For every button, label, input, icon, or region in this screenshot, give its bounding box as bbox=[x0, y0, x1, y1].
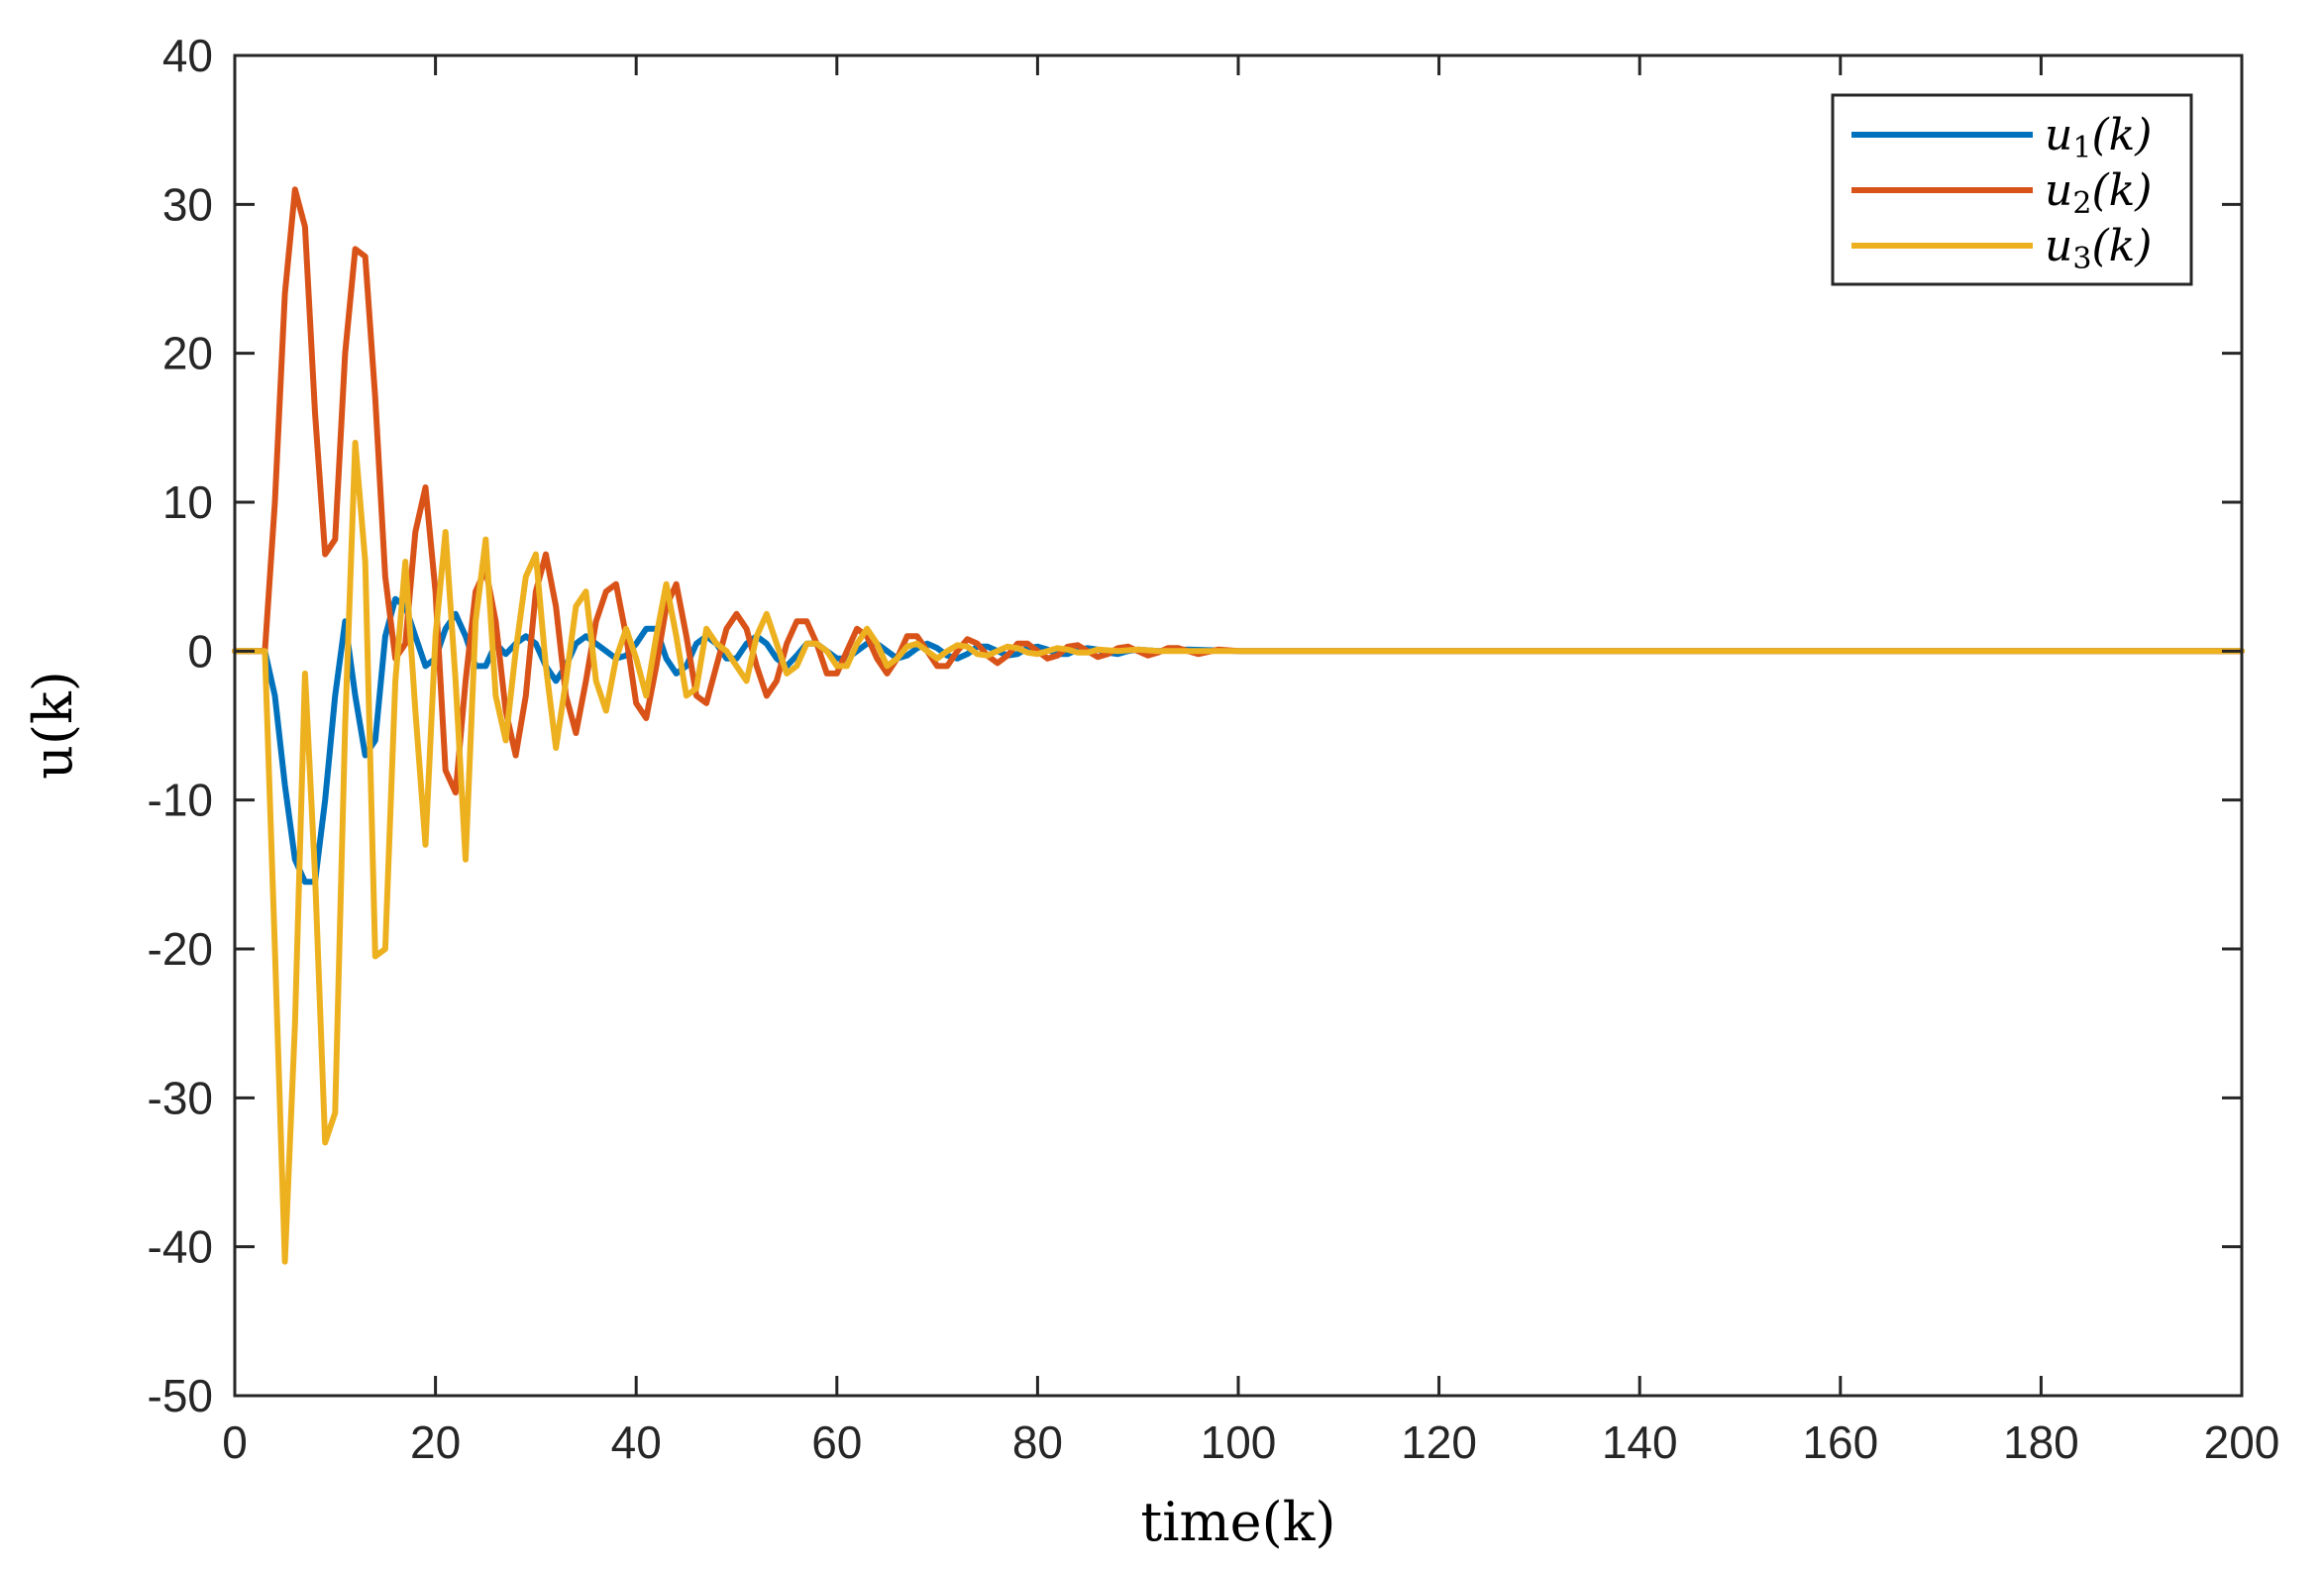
legend: u1(k)u2(k)u3(k) bbox=[1831, 93, 2193, 286]
x-tick-label: 160 bbox=[1802, 1416, 1878, 1468]
y-axis-title: u(k) bbox=[22, 671, 84, 780]
x-tick-label: 140 bbox=[1602, 1416, 1678, 1468]
x-tick-label: 120 bbox=[1401, 1416, 1477, 1468]
x-tick-label: 80 bbox=[1012, 1416, 1063, 1468]
x-tick-label: 180 bbox=[2003, 1416, 2079, 1468]
y-tick-label: 10 bbox=[162, 476, 213, 528]
legend-label: u3(k) bbox=[2045, 221, 2152, 276]
y-tick-label: 40 bbox=[162, 30, 213, 81]
x-tick-label: 100 bbox=[1201, 1416, 1277, 1468]
x-tick-label: 0 bbox=[222, 1416, 248, 1468]
y-tick-label: -50 bbox=[148, 1370, 213, 1421]
x-axis-title: time(k) bbox=[1141, 1491, 1336, 1553]
series-layer bbox=[232, 186, 2245, 1265]
y-tick-label: 0 bbox=[187, 625, 213, 677]
legend-label: u2(k) bbox=[2045, 165, 2152, 221]
tick-layer: 0 20 40 60 80 100 120 140 160 180 200-50-40-30-20-… bbox=[148, 30, 2280, 1468]
x-tick-label: 40 bbox=[611, 1416, 662, 1468]
y-tick-label: -30 bbox=[148, 1072, 213, 1123]
series-line-u3 bbox=[232, 439, 2245, 1265]
y-tick-label: -40 bbox=[148, 1221, 213, 1273]
x-tick-label: 20 bbox=[410, 1416, 461, 1468]
y-tick-label: -20 bbox=[148, 923, 213, 975]
y-tick-label: 20 bbox=[162, 328, 213, 379]
legend-label: u1(k) bbox=[2045, 110, 2152, 165]
y-tick-label: -10 bbox=[148, 775, 213, 826]
x-tick-label: 60 bbox=[811, 1416, 862, 1468]
x-tick-label: 200 bbox=[2204, 1416, 2280, 1468]
y-tick-label: 30 bbox=[162, 178, 213, 230]
